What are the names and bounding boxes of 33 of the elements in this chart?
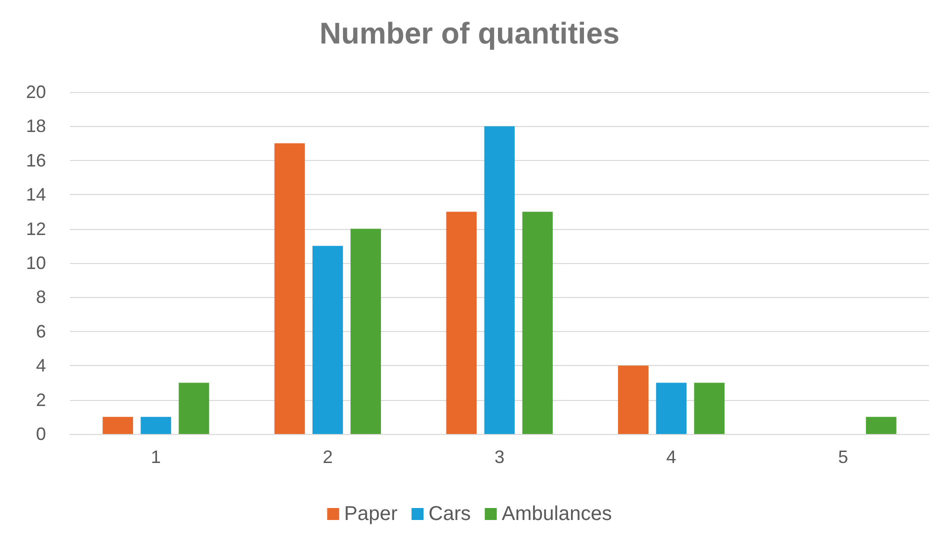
bar <box>484 126 515 434</box>
legend-label: Cars <box>428 503 471 525</box>
y-tick-label: 8 <box>36 287 46 308</box>
x-tick-label: 3 <box>494 447 505 467</box>
legend-label: Paper <box>344 503 398 525</box>
bar <box>102 416 134 434</box>
y-tick-label: 20 <box>26 82 46 102</box>
y-tick-label: 4 <box>36 356 46 376</box>
y-tick-label: 2 <box>36 390 46 410</box>
bar <box>312 246 343 434</box>
x-tick-label: 4 <box>666 447 676 467</box>
y-tick-label: 18 <box>26 116 46 136</box>
bar <box>522 212 553 434</box>
chart-title: Number of quantities <box>319 18 620 50</box>
bar <box>178 382 210 434</box>
x-tick-label: 5 <box>838 447 848 467</box>
bar <box>140 416 172 434</box>
x-tick-label: 1 <box>150 447 161 467</box>
bar <box>694 382 725 434</box>
bar <box>446 212 477 434</box>
bar <box>274 143 305 434</box>
y-tick-label: 0 <box>36 424 46 444</box>
y-tick-label: 12 <box>26 218 46 239</box>
legend-label: Ambulances <box>502 503 612 525</box>
x-tick-label: 2 <box>322 447 333 467</box>
bar <box>866 416 896 434</box>
bar <box>350 228 381 434</box>
y-tick-label: 10 <box>26 253 46 273</box>
bar <box>618 366 648 434</box>
y-tick-label: 14 <box>26 184 46 205</box>
bar <box>656 382 687 434</box>
y-tick-label: 6 <box>36 321 46 342</box>
y-tick-label: 16 <box>26 150 46 170</box>
